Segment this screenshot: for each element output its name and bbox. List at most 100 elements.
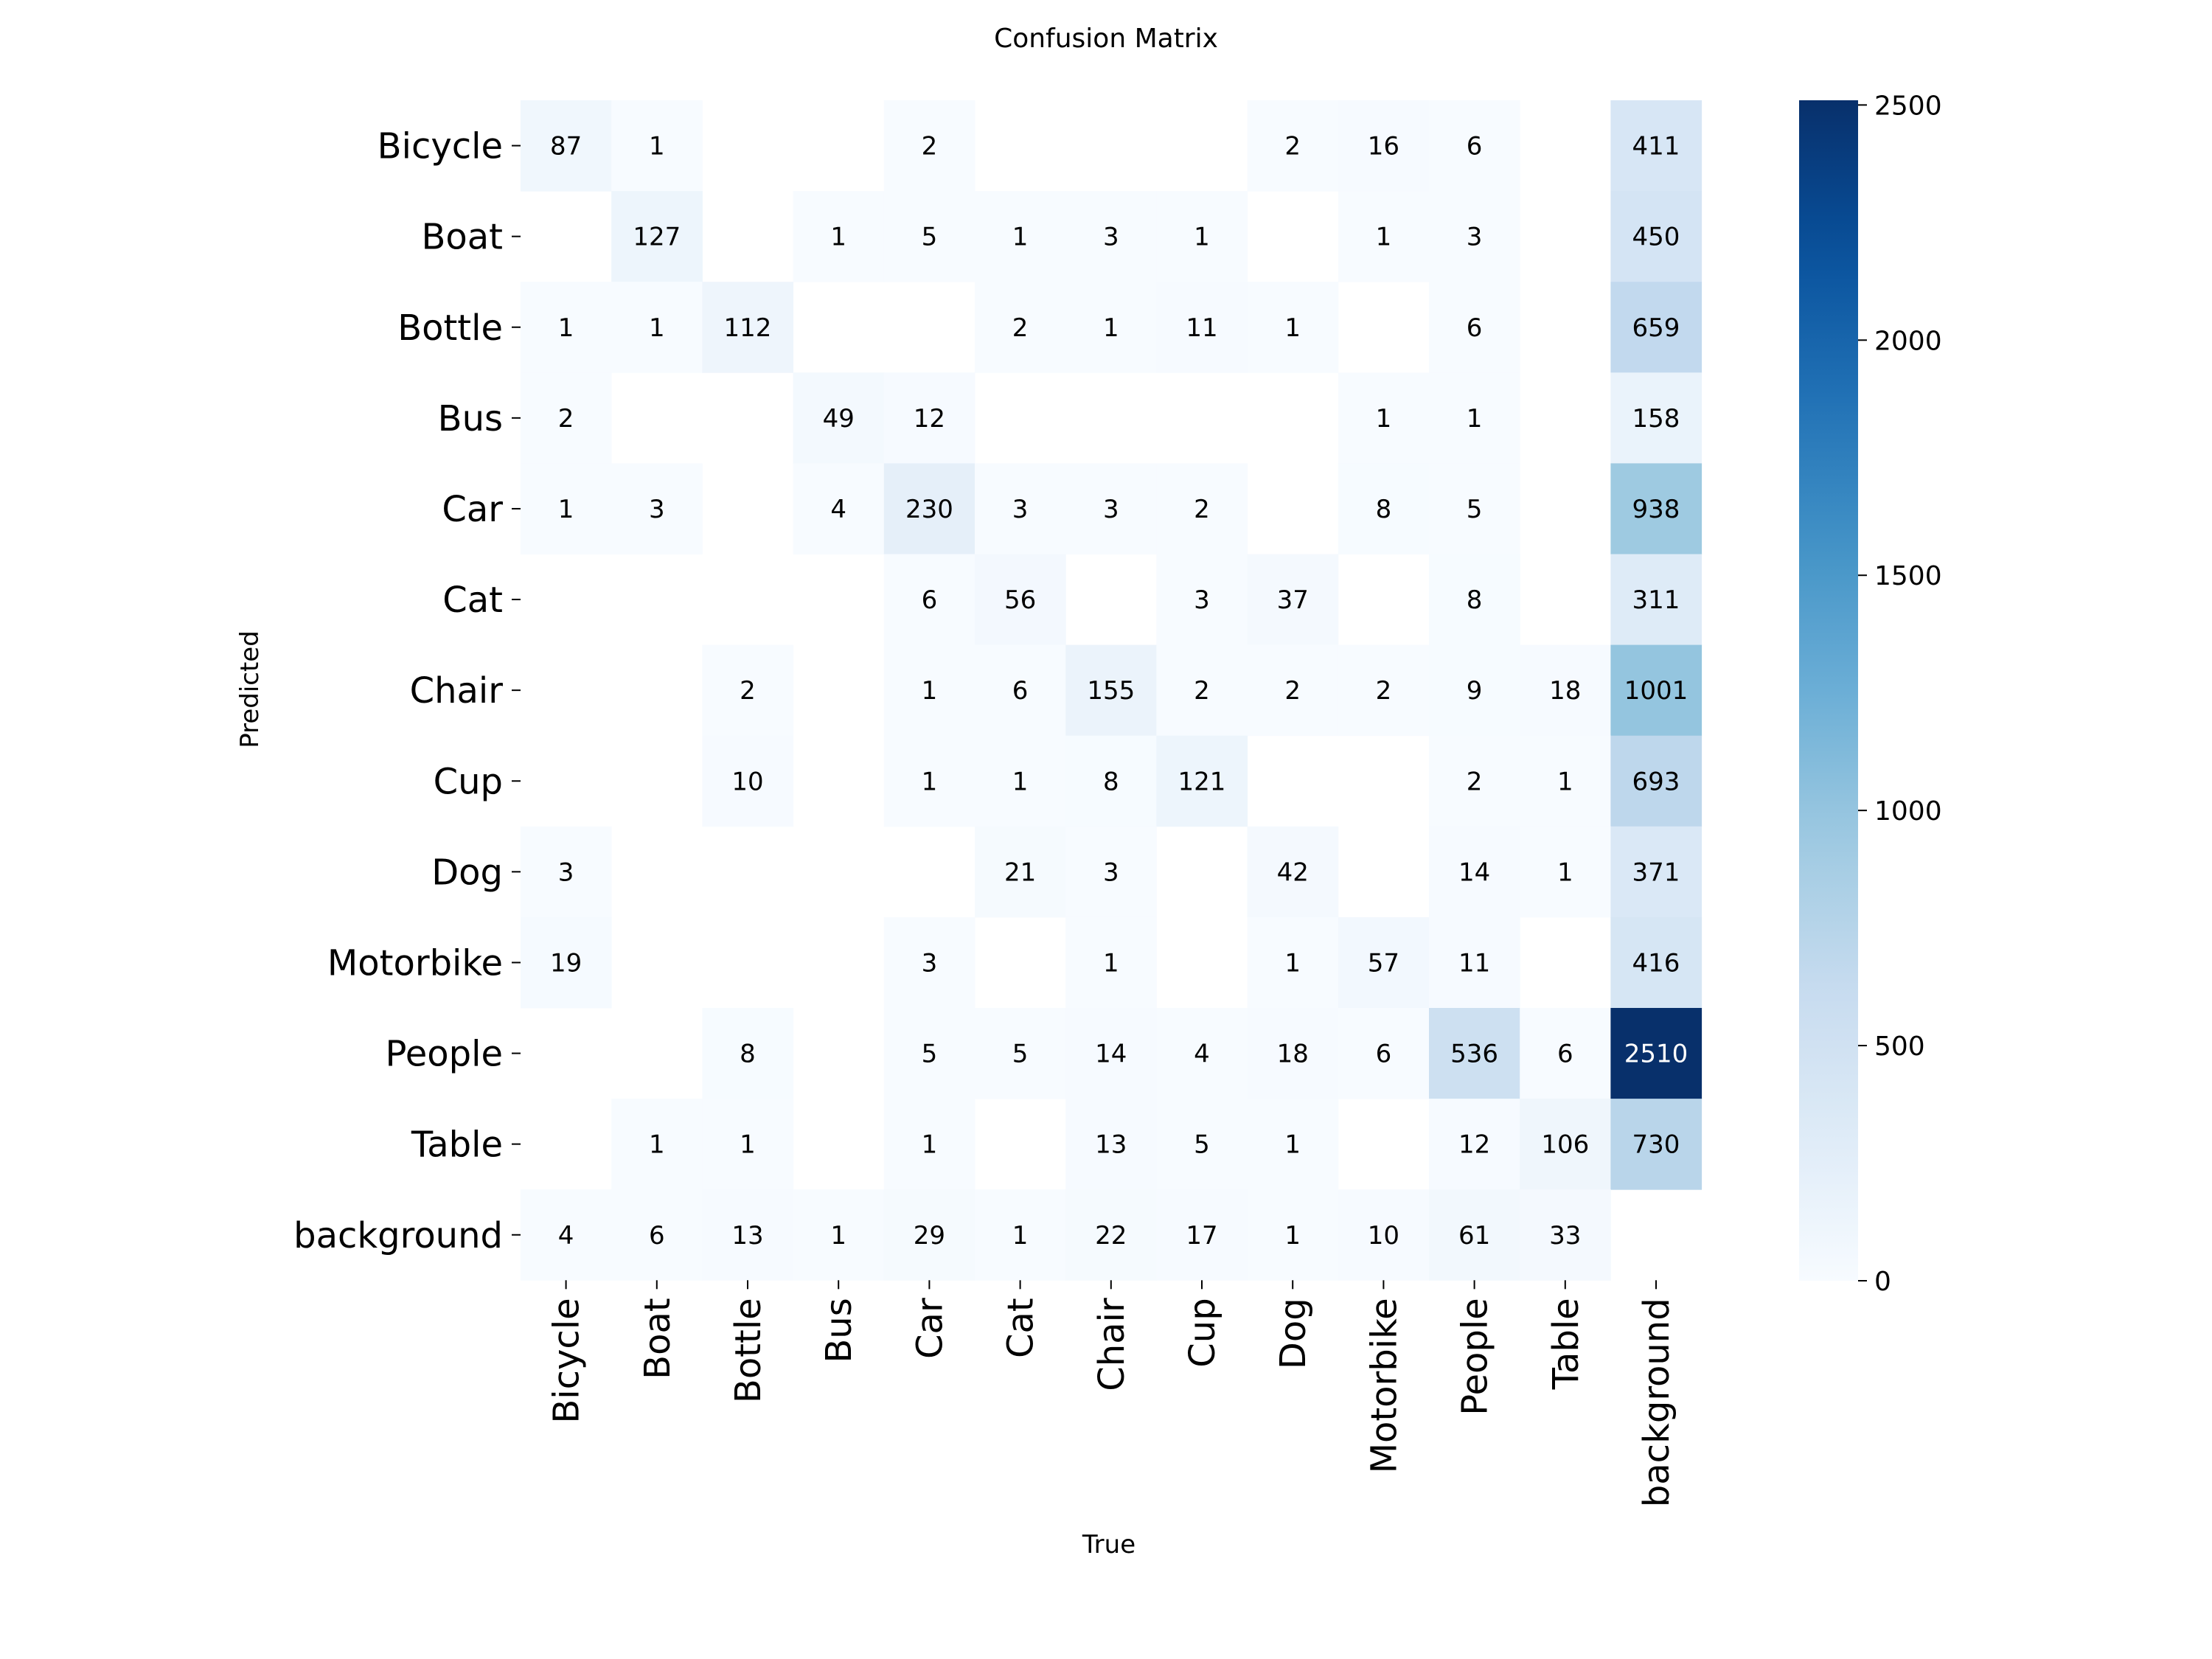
heatmap-cell xyxy=(1610,282,1703,373)
cell-value-label: 3 xyxy=(558,858,574,887)
heatmap-cell xyxy=(521,100,612,192)
x-tick-label: Bus xyxy=(818,1298,860,1363)
cell-value-label: 127 xyxy=(633,223,681,252)
cell-value-label: 1001 xyxy=(1624,676,1688,706)
heatmap-cell xyxy=(1156,282,1248,373)
heatmap-cell xyxy=(1610,191,1703,282)
cell-value-label: 10 xyxy=(731,767,763,796)
heatmap-cell xyxy=(1247,917,1339,1009)
heatmap-cell xyxy=(1065,191,1157,282)
x-tick-label: Cup xyxy=(1182,1298,1223,1367)
cell-value-label: 1 xyxy=(1284,313,1301,343)
cell-value-label: 1 xyxy=(558,495,574,524)
heatmap-cell xyxy=(1429,1008,1520,1099)
cell-value-label: 2 xyxy=(1012,313,1029,343)
heatmap-cell xyxy=(611,1189,703,1281)
cell-value-label: 6 xyxy=(1467,132,1483,161)
heatmap-cell xyxy=(1429,372,1520,464)
colorbar-tick-label: 2500 xyxy=(1874,91,1942,121)
x-tick-label: Bicycle xyxy=(546,1298,588,1423)
cell-value-label: 2 xyxy=(740,676,756,706)
heatmap-cell xyxy=(975,191,1066,282)
heatmap-cell xyxy=(1610,1099,1703,1190)
heatmap-cell xyxy=(1065,917,1157,1009)
heatmap-cell xyxy=(975,1189,1066,1281)
heatmap-cell xyxy=(1429,282,1520,373)
heatmap-cell xyxy=(1156,554,1248,646)
heatmap-cell xyxy=(1429,463,1520,554)
cell-value-label: 8 xyxy=(1103,767,1119,796)
cell-value-label: 8 xyxy=(1467,585,1483,615)
heatmap-cell xyxy=(793,463,885,554)
cell-value-label: 1 xyxy=(922,1130,938,1160)
cell-value-label: 1 xyxy=(1103,313,1119,343)
cell-value-label: 18 xyxy=(1549,676,1581,706)
heatmap-cell xyxy=(883,644,975,737)
heatmap-cell xyxy=(1520,1099,1611,1190)
heatmap-cell xyxy=(1065,282,1157,373)
heatmap-cell xyxy=(1247,826,1339,918)
y-tick-label: Boat xyxy=(421,217,503,258)
cell-value-label: 6 xyxy=(1557,1040,1573,1069)
y-axis-ticks: Bicycle Boat Bottle Bus Car Cat Chair Cup Dog Mot… xyxy=(293,126,521,1256)
cell-value-label: 2 xyxy=(1194,495,1210,524)
cell-value-label: 3 xyxy=(922,948,938,978)
cell-value-label: 57 xyxy=(1368,948,1399,978)
cell-value-label: 1 xyxy=(1376,404,1392,434)
cell-value-label: 1 xyxy=(1012,223,1029,252)
heatmap-cell xyxy=(1338,100,1430,192)
heatmap-cell xyxy=(1338,1008,1430,1099)
heatmap-cell xyxy=(1065,463,1157,554)
cell-value-label: 11 xyxy=(1458,948,1490,978)
cell-value-label: 8 xyxy=(1376,495,1392,524)
heatmap-cell xyxy=(1065,1099,1157,1190)
heatmap-cell xyxy=(1156,463,1248,554)
heatmap-cell xyxy=(975,463,1066,554)
heatmap-cell xyxy=(883,1189,975,1281)
cell-value-label: 693 xyxy=(1632,767,1680,796)
cell-value-label: 3 xyxy=(1467,223,1483,252)
cell-value-label: 17 xyxy=(1186,1221,1217,1251)
x-tick-label: Boat xyxy=(637,1298,678,1380)
heatmap-cell xyxy=(975,644,1066,737)
heatmap-cell xyxy=(1247,554,1339,646)
heatmap-cell xyxy=(975,554,1066,646)
heatmap-cell xyxy=(1610,644,1703,737)
cell-value-label: 5 xyxy=(922,1040,938,1069)
heatmap-cell xyxy=(611,463,703,554)
cell-value-label: 4 xyxy=(1194,1040,1210,1069)
heatmap-cell xyxy=(1610,1008,1703,1099)
y-tick-label: Table xyxy=(411,1124,503,1166)
heatmap-cell xyxy=(1610,463,1703,554)
heatmap-cell xyxy=(1338,1189,1430,1281)
cell-value-label: 2510 xyxy=(1624,1040,1688,1069)
cell-value-label: 1 xyxy=(1467,404,1483,434)
x-tick-label: Motorbike xyxy=(1363,1298,1405,1473)
cell-value-label: 6 xyxy=(922,585,938,615)
heatmap-cell xyxy=(883,1008,975,1099)
y-tick-label: Car xyxy=(442,489,503,530)
colorbar-ticks: 0 500 1000 1500 2000 2500 xyxy=(1858,91,1942,1297)
x-tick-label: Bottle xyxy=(728,1298,769,1403)
cell-value-label: 3 xyxy=(1012,495,1029,524)
heatmap-cell xyxy=(611,1099,703,1190)
heatmap-cell xyxy=(883,735,975,827)
cell-value-label: 1 xyxy=(1376,223,1392,252)
x-tick-label: Cat xyxy=(1001,1298,1042,1358)
cell-value-label: 56 xyxy=(1004,585,1036,615)
heatmap-cell xyxy=(975,1008,1066,1099)
heatmap-cell xyxy=(521,372,612,464)
cell-value-label: 42 xyxy=(1277,858,1309,887)
heatmap-cell xyxy=(611,100,703,192)
heatmap-cell xyxy=(1429,1099,1520,1190)
x-axis-ticks: Bicycle Boat Bottle Bus Car Cat Chair Cup Dog Mot… xyxy=(546,1280,1677,1507)
heatmap-cell xyxy=(1247,1189,1339,1281)
heatmap-cell xyxy=(1247,100,1339,192)
cell-value-label: 14 xyxy=(1095,1040,1127,1069)
heatmap-cell xyxy=(1610,372,1703,464)
x-tick-label: Dog xyxy=(1273,1298,1314,1369)
heatmap-cell xyxy=(1610,826,1703,918)
cell-value-label: 13 xyxy=(731,1221,763,1251)
cell-value-label: 1 xyxy=(1103,948,1119,978)
